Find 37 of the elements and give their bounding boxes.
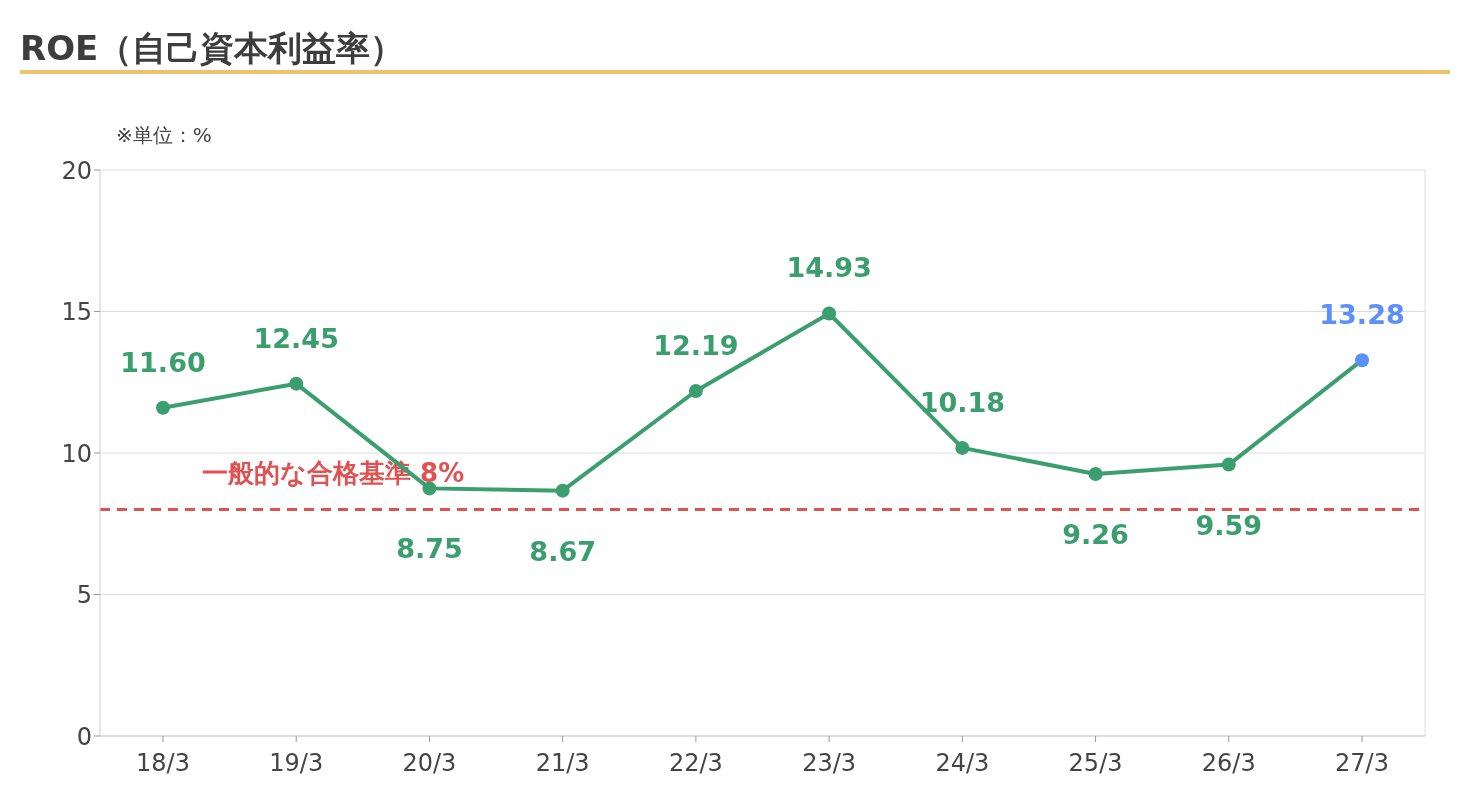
data-label: 12.45 [253,322,339,354]
x-tick-label: 21/3 [535,749,590,778]
data-label: 9.26 [1062,518,1129,550]
y-tick-label: 0 [76,722,92,751]
y-tick-label: 15 [61,298,92,327]
data-label: 13.28 [1319,299,1405,331]
point [555,483,570,498]
x-tick-label: 24/3 [935,749,990,778]
x-tick-label: 22/3 [668,749,723,778]
x-tick-label: 19/3 [269,749,324,778]
data-label: 12.19 [653,330,739,362]
data-label: 8.75 [396,533,463,565]
x-tick-label: 25/3 [1068,749,1123,778]
point [688,384,703,399]
point [1088,466,1103,481]
data-label: 11.60 [120,346,206,378]
data-label: 8.67 [529,535,596,567]
point [955,440,970,455]
point [1221,457,1236,472]
y-axis-title: ※単位：% [116,123,212,147]
y-tick-label: 10 [61,439,92,468]
y-tick-label: 20 [61,156,92,185]
x-tick-label: 20/3 [402,749,457,778]
x-tick-label: 26/3 [1201,749,1256,778]
point [822,306,837,321]
x-tick-label: 27/3 [1335,749,1389,778]
data-label: 10.18 [919,386,1006,418]
point [156,400,170,415]
y-tick-label: 5 [76,581,92,610]
point [289,376,304,391]
x-tick-label: 18/3 [136,749,190,778]
point [1355,353,1369,368]
x-tick-label: 23/3 [802,749,857,778]
chart-title: ROE（自己資本利益率） [20,27,405,70]
point [422,481,437,496]
data-label: 9.59 [1195,509,1263,541]
data-label: 14.93 [786,252,872,284]
